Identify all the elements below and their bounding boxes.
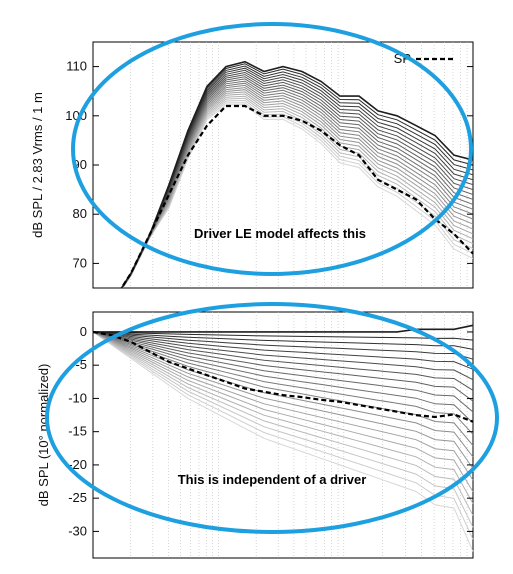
bottom-family-curve (92, 331, 474, 341)
bottom-family-curve (92, 331, 474, 402)
bottom-family-curve (93, 324, 474, 333)
y-tick-label: 0 (80, 324, 87, 339)
bottom-family-curve (92, 331, 474, 360)
y-tick-label: 80 (73, 206, 87, 221)
bottom-panel: 0 -5 -10 -15 -20 -25 -30 dB SPL (10° normalize… (36, 302, 499, 559)
bottom-family-curve (92, 331, 474, 528)
bottom-family-curve (92, 331, 474, 516)
bottom-family-curve (92, 331, 474, 504)
bottom-family-curve (92, 331, 474, 350)
y-tick-label: -10 (68, 390, 87, 405)
bottom-family-curve (92, 331, 474, 370)
top-sp-curve (120, 104, 473, 288)
bottom-family-curve (92, 331, 474, 391)
top-family-curve (120, 60, 473, 288)
bottom-family-curve (92, 331, 474, 469)
bottom-grid (130, 312, 468, 558)
bottom-family-curve (92, 331, 474, 413)
y-tick-label: -20 (68, 457, 87, 472)
bottom-highlight-ellipse (45, 302, 499, 534)
bottom-annotation: This is independent of a driver (178, 472, 367, 487)
y-tick-label: -5 (75, 357, 87, 372)
y-tick-label: 70 (73, 255, 87, 270)
bottom-y-axis-label: dB SPL (10° normalized) (36, 364, 51, 507)
bottom-family-curve (92, 331, 474, 424)
top-y-axis-label: dB SPL / 2.83 Vrms / 1 m (30, 92, 45, 238)
top-highlight-ellipse (71, 22, 473, 276)
top-annotation: Driver LE model affects this (194, 226, 366, 241)
y-tick-label: -15 (68, 424, 87, 439)
bottom-y-ticks: 0 -5 -10 -15 -20 -25 -30 (68, 324, 473, 538)
bottom-family-curve (92, 331, 474, 381)
bottom-family-curve (92, 331, 474, 493)
y-tick-label: -30 (68, 523, 87, 538)
bottom-sp-curve (92, 330, 474, 423)
bottom-family-curve (92, 331, 474, 540)
y-tick-label: 110 (66, 59, 87, 74)
top-plot-frame (92, 41, 474, 289)
y-tick-label: -25 (68, 490, 87, 505)
bottom-family-curve (92, 331, 474, 481)
bottom-family-curve (92, 331, 474, 435)
bottom-family-curve (92, 331, 474, 458)
bottom-family-curve (92, 331, 474, 552)
